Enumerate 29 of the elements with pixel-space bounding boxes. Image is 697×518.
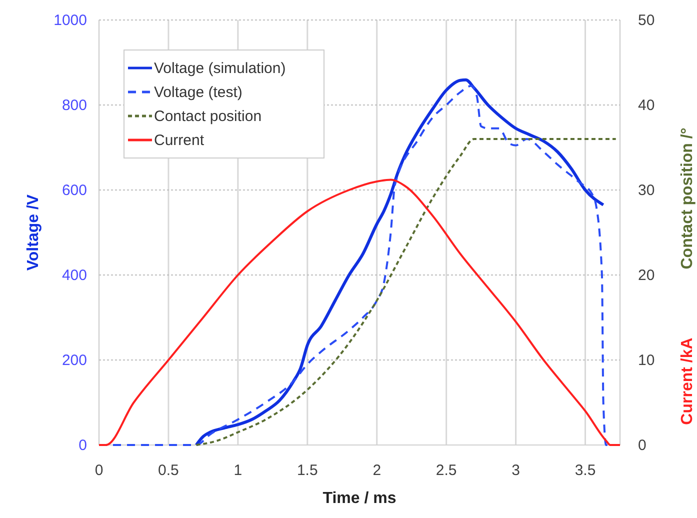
y-tick-label: 0 <box>78 437 87 454</box>
y2-tick-label: 50 <box>638 12 655 29</box>
y3-axis-title: Current /kA <box>679 337 696 425</box>
x-tick-label: 2.5 <box>436 462 457 479</box>
y2-tick-label: 20 <box>638 267 655 284</box>
y2-tick-label: 30 <box>638 182 655 199</box>
x-tick-label: 0 <box>94 462 104 479</box>
y-tick-label: 1000 <box>54 12 87 29</box>
x-tick-label: 1 <box>234 462 242 479</box>
x-tick-label: 3 <box>512 462 520 479</box>
y2-tick-label: 40 <box>638 97 655 114</box>
x-tick-label: 0.5 <box>158 462 179 479</box>
legend-label: Voltage (test) <box>154 84 242 101</box>
y2-tick-label: 0 <box>638 437 646 454</box>
y-axis-title: Voltage /V <box>25 194 42 271</box>
legend-label: Contact position <box>154 108 262 125</box>
legend-label: Current <box>154 132 205 149</box>
y-tick-label: 400 <box>62 267 87 284</box>
x-axis-title: Time / ms <box>322 490 396 507</box>
y-tick-label: 200 <box>62 352 87 369</box>
x-tick-label: 3.5 <box>574 462 596 479</box>
y-tick-label: 800 <box>62 97 87 114</box>
y2-tick-label: 10 <box>638 352 655 369</box>
y-tick-label: 600 <box>62 182 87 199</box>
x-tick-label: 1.5 <box>296 462 318 479</box>
legend-label: Voltage (simulation) <box>154 60 286 77</box>
line-series <box>98 178 621 446</box>
y2-axis-title: Contact position /° <box>679 128 696 270</box>
x-tick-label: 2 <box>372 462 382 479</box>
